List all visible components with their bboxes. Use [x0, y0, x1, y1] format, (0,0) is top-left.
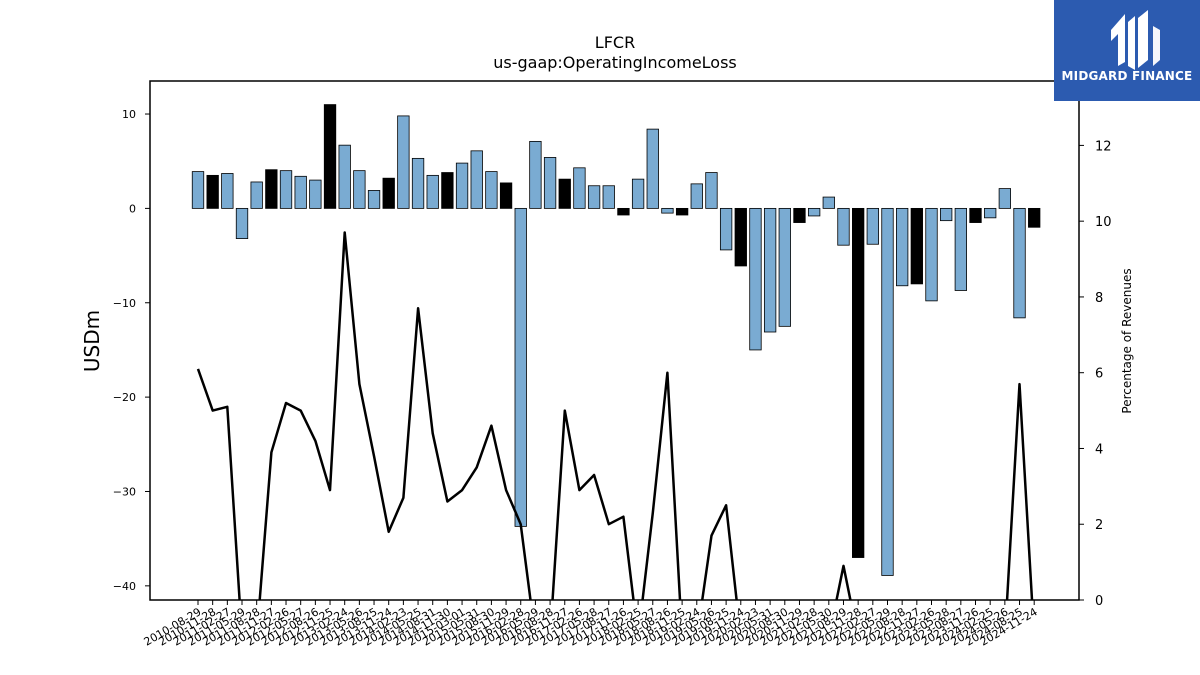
bar-2018-02-25 [631, 178, 645, 209]
bar-2016-02-28 [514, 207, 527, 527]
bar-2020-11-29 [793, 207, 806, 223]
bar-2023-08-27 [954, 207, 967, 291]
bar-2012-02-26 [279, 170, 293, 209]
midgard-logo-icon [1111, 10, 1160, 70]
bar-2011-05-29 [235, 207, 249, 239]
bar-2014-08-31 [426, 174, 439, 209]
brand-logo: MIDGARD FINANCE [1054, 0, 1200, 101]
bar-2023-02-26 [925, 207, 938, 302]
bar-2024-08-25 [1013, 207, 1026, 319]
percentage-line-series [196, 231, 1034, 600]
bar-2024-05-26 [998, 188, 1011, 209]
bar-2022-02-27 [866, 207, 879, 245]
y2-tick-label: 12 [1095, 139, 1112, 154]
y2-tick-label: 6 [1095, 367, 1103, 382]
bar-2013-02-24 [338, 144, 351, 209]
y2-tick-label: 10 [1095, 215, 1112, 230]
bar-2017-05-28 [587, 185, 601, 209]
bar-2014-11-30 [441, 172, 454, 209]
bar-2011-08-28 [250, 181, 263, 209]
y-tick-label: −30 [113, 485, 136, 498]
bar-2022-05-29 [881, 207, 894, 576]
y-axis-ticks: 10 0 −10 −20 −30 −40 [113, 108, 150, 593]
bar-2018-11-25 [675, 207, 689, 216]
bar-2015-11-29 [499, 182, 513, 209]
y2-tick-label: 0 [1095, 594, 1103, 609]
bar-2021-11-28 [852, 207, 865, 558]
bar-2024-02-25 [984, 207, 997, 219]
bar-2020-08-30 [778, 207, 791, 327]
x-axis-ticks: 2010-08-292010-11-282011-02-272011-05-29… [142, 600, 1040, 649]
bar-2014-02-23 [397, 115, 410, 209]
bar-series [191, 104, 1041, 576]
bar-2021-08-29 [837, 207, 850, 246]
y-tick-label: 0 [129, 202, 136, 215]
bar-2015-05-31 [470, 150, 483, 209]
bar-2018-08-26 [661, 207, 674, 214]
bar-2019-05-26 [705, 172, 718, 209]
bar-2010-08-29 [191, 171, 205, 209]
y-axis-label: USDm [80, 310, 104, 372]
bar-2016-11-27 [558, 178, 571, 209]
bar-2023-11-26 [969, 207, 982, 223]
y2-tick-label: 8 [1095, 291, 1103, 306]
bar-2019-11-24 [734, 207, 747, 267]
y-tick-label: −10 [113, 297, 136, 310]
bar-2021-02-28 [807, 207, 821, 217]
y-tick-label: −20 [113, 391, 136, 404]
bar-2022-08-28 [896, 207, 909, 287]
y2-tick-label: 4 [1095, 442, 1103, 457]
bar-2022-11-27 [910, 207, 923, 285]
bar-2012-05-27 [294, 175, 307, 209]
bar-2015-03-01 [455, 162, 469, 209]
bar-2016-05-29 [529, 140, 542, 209]
bar-2012-11-25 [323, 104, 337, 209]
y2-tick-label: 2 [1095, 518, 1103, 533]
y2-axis-ticks: 0 2 4 6 8 10 12 [1079, 139, 1112, 609]
bar-2024-11-24 [1028, 207, 1041, 228]
bar-2018-05-27 [646, 128, 659, 209]
bar-2016-08-28 [543, 157, 557, 209]
brand-name: MIDGARD FINANCE [1061, 69, 1193, 83]
bar-2023-05-28 [940, 207, 953, 222]
bar-2015-08-30 [485, 171, 498, 209]
bar-2017-08-27 [602, 185, 615, 209]
bar-2013-05-26 [353, 170, 366, 209]
percentage-line [196, 231, 1034, 600]
bar-2012-08-26 [309, 179, 322, 209]
bar-2011-11-27 [265, 169, 278, 209]
bar-2019-08-25 [719, 207, 733, 251]
bar-2013-08-25 [367, 190, 381, 209]
y-tick-label: −40 [113, 580, 136, 593]
bar-2010-11-28 [206, 174, 219, 209]
y-tick-label: 10 [122, 108, 136, 121]
bar-2014-05-25 [411, 157, 425, 209]
bar-2020-02-23 [749, 207, 762, 351]
chart-subtitle: us-gaap:OperatingIncomeLoss [493, 53, 737, 72]
bar-2013-11-24 [382, 177, 395, 209]
bar-2017-11-26 [617, 207, 630, 216]
y2-axis-label: Percentage of Revenues [1120, 268, 1134, 413]
chart-title: LFCR [595, 33, 635, 52]
bar-2020-05-31 [763, 207, 777, 333]
bar-2017-02-26 [573, 167, 586, 209]
bar-2011-02-27 [221, 173, 234, 209]
bar-2019-02-24 [690, 183, 703, 209]
bar-2021-05-30 [822, 196, 835, 209]
plot-frame [149, 80, 1080, 601]
